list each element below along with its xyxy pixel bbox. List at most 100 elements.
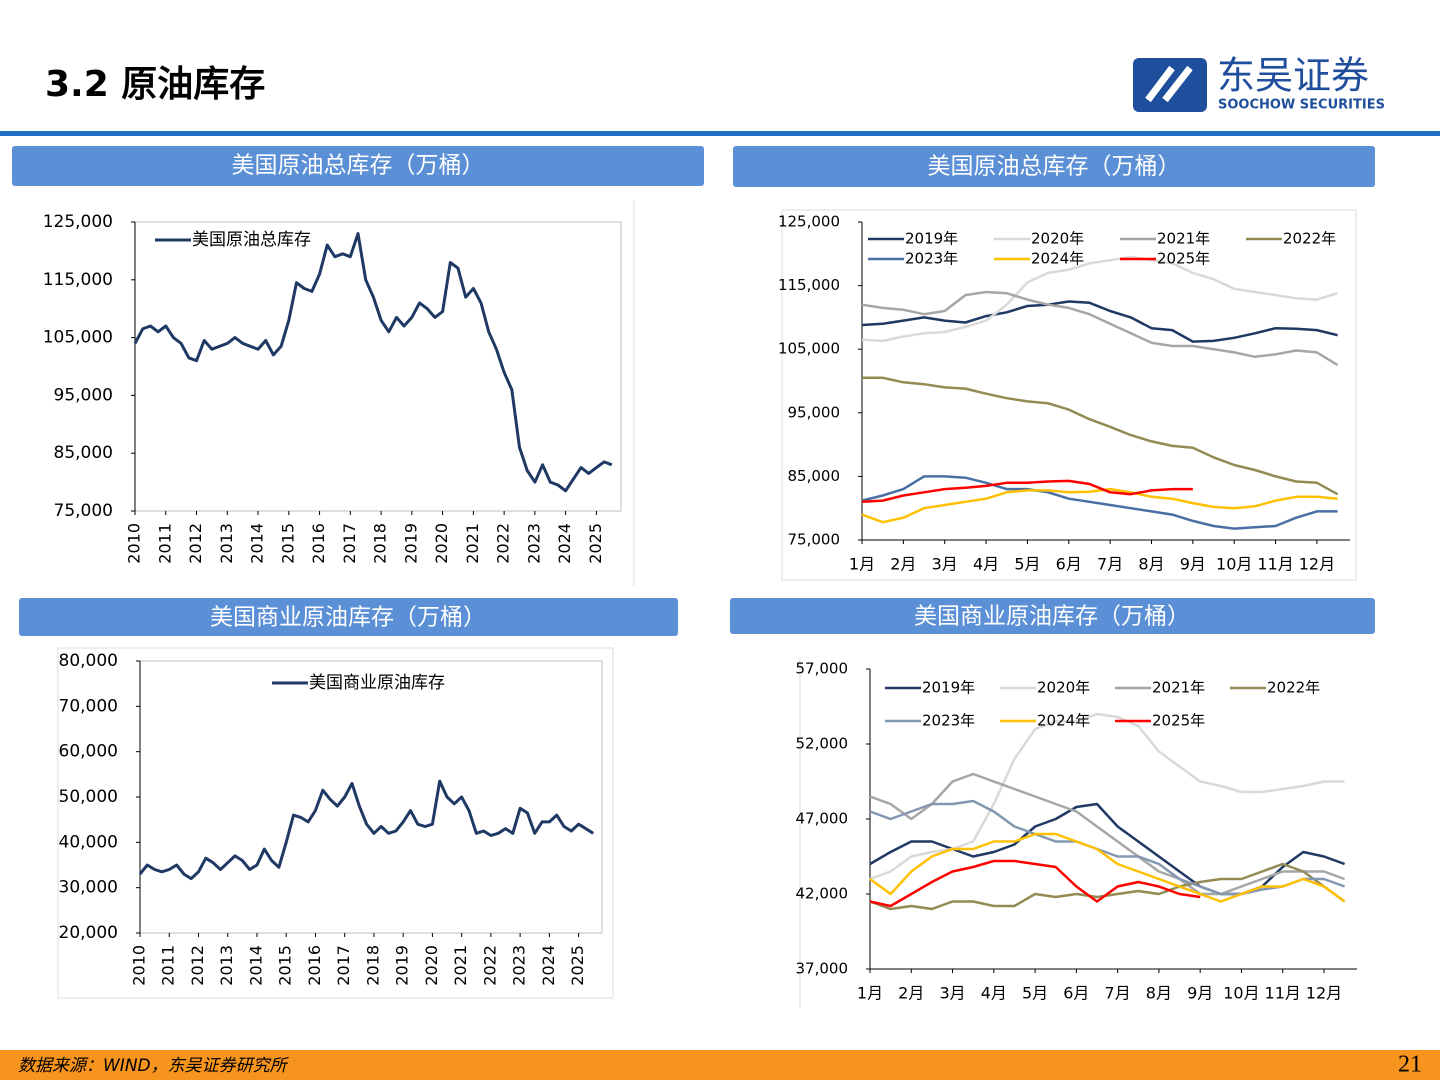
y-tick-label: 105,000 bbox=[778, 340, 840, 358]
y-tick-label: 75,000 bbox=[788, 531, 841, 549]
y-tick-label: 95,000 bbox=[54, 385, 113, 405]
series-line bbox=[861, 487, 1338, 524]
banner bbox=[19, 598, 678, 636]
y-tick-label: 125,000 bbox=[778, 213, 840, 231]
x-tick-label: 2014 bbox=[246, 945, 265, 986]
series-line bbox=[138, 779, 594, 881]
series-line bbox=[869, 802, 1346, 896]
banner-title: 美国商业原油库存（万桶） bbox=[914, 604, 1190, 630]
x-tick-label: 2022 bbox=[494, 523, 513, 564]
series-line bbox=[861, 475, 1338, 530]
x-tick-label: 5月 bbox=[1014, 555, 1040, 574]
x-tick-label: 2012 bbox=[188, 945, 207, 986]
logo-en: SOOCHOW SECURITIES bbox=[1218, 98, 1385, 113]
x-tick-label: 2021 bbox=[451, 945, 470, 986]
logo: 东吴证券 SOOCHOW SECURITIES bbox=[1133, 54, 1385, 113]
header-rule bbox=[0, 131, 1440, 136]
x-tick-label: 7月 bbox=[1097, 555, 1123, 574]
y-tick-label: 85,000 bbox=[788, 467, 841, 485]
x-tick-label: 2010 bbox=[125, 523, 144, 564]
x-tick-label: 2023 bbox=[524, 523, 543, 564]
x-tick-label: 2021 bbox=[463, 523, 482, 564]
legend-label: 2020年 bbox=[1031, 230, 1084, 248]
x-tick-label: 6月 bbox=[1056, 555, 1082, 574]
logo-cn: 东吴证券 bbox=[1217, 54, 1369, 98]
chart-frame bbox=[781, 209, 1357, 581]
legend-label: 2022年 bbox=[1283, 230, 1336, 248]
legend-label: 美国原油总库存 bbox=[192, 230, 311, 250]
x-tick-label: 9月 bbox=[1180, 555, 1206, 574]
x-tick-label: 11月 bbox=[1257, 555, 1293, 574]
y-tick-label: 50,000 bbox=[59, 787, 118, 807]
x-tick-label: 2016 bbox=[305, 945, 324, 986]
x-tick-label: 2022 bbox=[480, 945, 499, 986]
x-tick-label: 8月 bbox=[1146, 984, 1172, 1003]
plot-frame bbox=[139, 660, 603, 934]
series-line bbox=[861, 255, 1338, 343]
x-tick-label: 2020 bbox=[422, 945, 441, 986]
legend-label: 2021年 bbox=[1152, 679, 1205, 697]
y-tick-label: 105,000 bbox=[43, 328, 113, 348]
x-tick-label: 4月 bbox=[981, 984, 1007, 1003]
y-tick-label: 125,000 bbox=[43, 212, 113, 232]
legend-label: 2019年 bbox=[922, 679, 975, 697]
series-line bbox=[861, 290, 1339, 367]
x-tick-label: 8月 bbox=[1138, 555, 1164, 574]
x-tick-label: 2024 bbox=[555, 523, 574, 564]
y-tick-label: 37,000 bbox=[796, 960, 849, 978]
y-tick-label: 80,000 bbox=[59, 651, 118, 671]
chart-frame bbox=[57, 647, 614, 999]
slide-title: 3.2 原油库存 bbox=[45, 64, 265, 105]
x-tick-label: 2017 bbox=[340, 523, 359, 564]
legend-label: 2020年 bbox=[1037, 679, 1090, 697]
legend-label: 2024年 bbox=[1037, 712, 1090, 730]
banner bbox=[730, 598, 1375, 634]
legend-label: 2023年 bbox=[922, 712, 975, 730]
y-tick-label: 30,000 bbox=[59, 878, 118, 898]
footer-bar bbox=[0, 1050, 1440, 1080]
legend-label: 2024年 bbox=[1031, 250, 1084, 268]
y-tick-label: 60,000 bbox=[59, 742, 118, 762]
y-tick-label: 40,000 bbox=[59, 832, 118, 852]
series-line bbox=[869, 772, 1346, 896]
x-tick-label: 2011 bbox=[159, 945, 178, 986]
series-line bbox=[869, 832, 1346, 903]
banner-title: 美国原油总库存（万桶） bbox=[928, 154, 1181, 180]
series-line bbox=[869, 799, 1346, 896]
y-tick-label: 57,000 bbox=[796, 660, 849, 678]
x-tick-label: 2020 bbox=[432, 523, 451, 564]
legend-label: 美国商业原油库存 bbox=[309, 673, 445, 693]
y-tick-label: 85,000 bbox=[54, 443, 113, 463]
y-tick-label: 47,000 bbox=[796, 810, 849, 828]
legend-label: 2025年 bbox=[1152, 712, 1205, 730]
legend-label: 2021年 bbox=[1157, 230, 1210, 248]
x-tick-label: 2023 bbox=[510, 945, 529, 986]
x-tick-label: 2014 bbox=[248, 523, 267, 564]
x-tick-label: 2025 bbox=[586, 523, 605, 564]
x-tick-label: 1月 bbox=[849, 555, 875, 574]
x-tick-label: 2013 bbox=[217, 945, 236, 986]
x-tick-label: 1月 bbox=[857, 984, 883, 1003]
banner bbox=[733, 146, 1375, 187]
legend-label: 2023年 bbox=[905, 250, 958, 268]
x-tick-label: 3月 bbox=[932, 555, 958, 574]
page-number: 21 bbox=[1398, 1052, 1422, 1078]
x-tick-label: 2015 bbox=[276, 945, 295, 986]
banner-title: 美国原油总库存（万桶） bbox=[232, 153, 485, 179]
x-tick-label: 4月 bbox=[973, 555, 999, 574]
x-tick-label: 2016 bbox=[309, 523, 328, 564]
x-tick-label: 10月 bbox=[1216, 555, 1252, 574]
x-tick-label: 6月 bbox=[1063, 984, 1089, 1003]
series-line bbox=[862, 376, 1339, 496]
x-tick-label: 3月 bbox=[939, 984, 965, 1003]
y-tick-label: 70,000 bbox=[59, 696, 118, 716]
x-tick-label: 7月 bbox=[1105, 984, 1131, 1003]
legend-label: 2022年 bbox=[1267, 679, 1320, 697]
series-line bbox=[861, 300, 1338, 343]
y-tick-label: 115,000 bbox=[778, 276, 840, 294]
x-tick-label: 2月 bbox=[890, 555, 916, 574]
x-tick-label: 12月 bbox=[1299, 555, 1335, 574]
x-tick-label: 2015 bbox=[278, 523, 297, 564]
footer-source: 数据来源：WIND，东吴证券研究所 bbox=[18, 1056, 290, 1076]
x-tick-label: 11月 bbox=[1265, 984, 1301, 1003]
